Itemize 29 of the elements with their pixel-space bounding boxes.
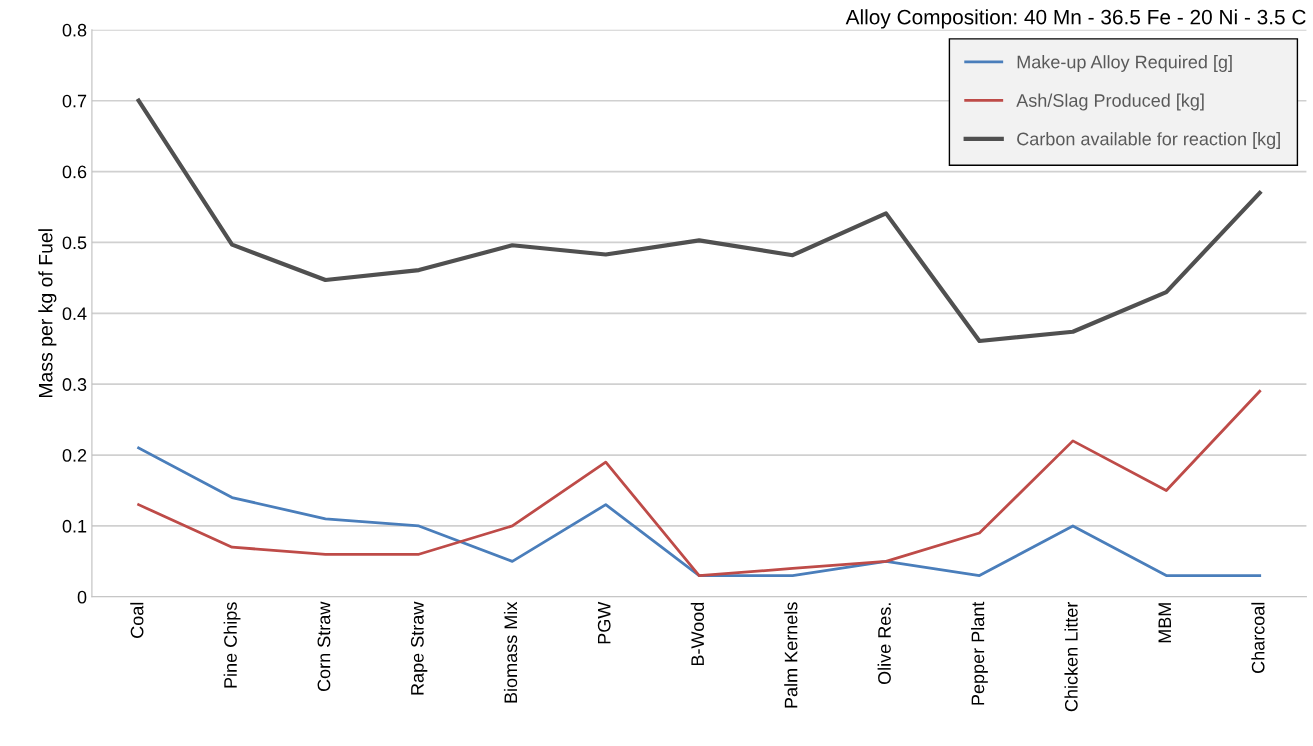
x-tick-label: Rape Straw [410,601,428,695]
chart-title: Alloy Composition: 40 Mn - 36.5 Fe - 20 Ni - 3.5 C [845,9,1306,29]
line-series [137,389,1262,577]
y-tick-label: 0.1 [62,519,87,533]
y-tick-label: 0.7 [62,94,87,108]
x-tick-label: Coal [130,602,144,638]
legend-label: Make-up Alloy Required [g] [1017,55,1232,72]
line-series [137,446,1262,577]
x-tick-label: MBM [1158,603,1171,643]
legend-label: Ash/Slag Produced [kg] [1016,93,1204,111]
y-tick-label: 0.4 [62,307,87,321]
x-tick-label: Palm Kernels [784,602,798,708]
y-tick-label: 0.6 [62,165,87,179]
x-tick-label: B-Wood [690,602,705,666]
legend-label: Carbon available for reaction [kg] [1017,132,1280,149]
x-tick-label: PGW [597,601,611,644]
y-tick-label: 0.5 [62,236,87,250]
y-axis-title: Mass per kg of Fuel [38,229,57,398]
x-tick-label: Olive Res. [877,603,891,685]
x-tick-label: Pepper Plant [971,601,988,705]
y-tick-label: 0.2 [62,448,87,462]
y-tick-label: 0.3 [62,378,87,391]
x-tick-label: Chicken Litter [1064,601,1078,712]
x-tick-label: Biomass Mix [503,601,518,703]
x-tick-label: Corn Straw [317,601,331,692]
x-tick-label: Charcoal [1251,602,1265,673]
x-tick-label: Pine Chips [223,602,241,688]
y-tick-label: 0 [77,590,87,604]
y-tick-label: 0.8 [62,23,87,37]
